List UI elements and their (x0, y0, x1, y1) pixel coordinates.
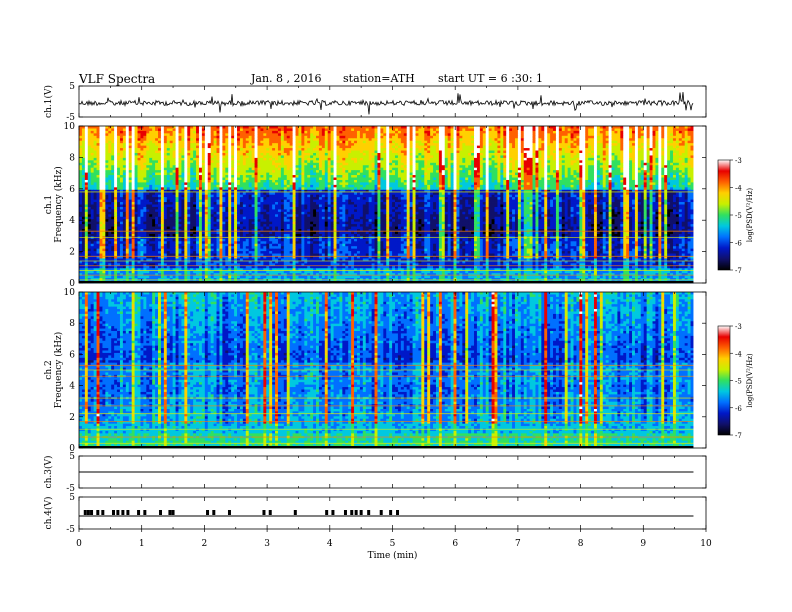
ch4-pulse-3 (96, 510, 99, 515)
ch4-pulse-23 (350, 510, 353, 515)
ch4-pulse-10 (143, 510, 146, 515)
ch2-spectrogram-colorbar-tick-2: -5 (735, 378, 742, 386)
ch4-pulse-14 (206, 510, 209, 515)
ch4-waveform-ytick-1: -5 (66, 525, 75, 535)
ch4-pulse-22 (344, 510, 347, 515)
ch2-spectrogram-ytick-5: 10 (64, 288, 76, 298)
start-time-label: start UT = 6 :30: 1 (438, 72, 543, 85)
ch4-pulse-15 (212, 510, 215, 515)
x-tick-label-8: 8 (578, 539, 584, 549)
ch4-pulse-12 (168, 510, 171, 515)
ch4-pulse-18 (269, 510, 272, 515)
x-axis-label: Time (min) (368, 550, 418, 561)
ch4-pulse-21 (331, 510, 334, 515)
x-tick-label-0: 0 (76, 539, 82, 549)
x-tick-label-10: 10 (700, 539, 712, 549)
ch2-spectrogram-ylabel: Frequency (kHz) (53, 332, 64, 409)
ch4-pulse-8 (126, 510, 129, 515)
ch4-pulse-9 (137, 510, 140, 515)
ch1-spectrogram-cells (79, 126, 706, 283)
ch2-spectrogram-ytick-2: 4 (69, 382, 75, 392)
chart-title: VLF Spectra (79, 72, 155, 86)
ch4-pulse-16 (228, 510, 231, 515)
ch1-spectrogram-ytick-3: 6 (69, 185, 75, 195)
station-label: station=ATH (343, 72, 415, 85)
x-tick-label-7: 7 (515, 539, 521, 549)
ch1-spectrogram-colorbar-tick-4: -7 (735, 267, 742, 275)
x-tick-label-5: 5 (390, 539, 396, 549)
ch1-waveform-ylabel: ch.1(V) (43, 85, 54, 118)
ch2-spectrogram-ytick-4: 8 (69, 319, 75, 329)
ch4-pulse-5 (112, 510, 115, 515)
ch1-spectrogram-ytick-2: 4 (69, 216, 75, 226)
ch2-spectrogram-colorbar-tick-4: -7 (735, 432, 742, 440)
ch4-pulse-0 (84, 510, 87, 515)
x-tick-label-1: 1 (139, 539, 145, 549)
vlf-spectra-figure: 5-5ch.1(V)0246810ch.1 Frequency (kHz)-3-4… (0, 0, 792, 612)
ch4-pulse-1 (87, 510, 90, 515)
ch1-spectrogram-colorbar-tick-3: -6 (735, 240, 742, 248)
ch4-pulse-11 (159, 510, 162, 515)
ch2-spectrogram-ytick-1: 2 (69, 413, 75, 423)
ch1-spectrogram-ylabel: Frequency (kHz) (53, 166, 64, 243)
ch4-pulse-2 (90, 510, 93, 515)
ch4-pulse-26 (367, 510, 370, 515)
ch4-pulse-19 (294, 510, 297, 515)
ch1-spectrogram-channel-label: ch.1 (44, 195, 54, 214)
ch4-pulse-25 (360, 510, 363, 515)
ch1-spectrogram-colorbar (718, 160, 730, 270)
ch4-pulse-20 (325, 510, 328, 515)
x-tick-label-9: 9 (640, 539, 646, 549)
ch1-spectrogram-ytick-5: 10 (64, 122, 76, 132)
ch2-spectrogram-ytick-3: 6 (69, 350, 75, 360)
ch4-pulse-6 (116, 510, 119, 515)
ch2-spectrogram-cells (79, 292, 706, 448)
ch4-waveform-ylabel: ch.4(V) (43, 497, 54, 530)
ch3-waveform-ytick-0: 5 (69, 452, 75, 462)
x-tick-label-2: 2 (202, 539, 208, 549)
ch1-waveform-ytick-0: 5 (69, 82, 75, 92)
ch2-spectrogram-colorbar-tick-3: -6 (735, 405, 742, 413)
ch1-spectrogram-ytick-1: 2 (69, 248, 75, 258)
ch1-spectrogram-colorbar-tick-0: -3 (735, 157, 742, 165)
ch2-spectrogram-colorbar (718, 326, 730, 435)
ch4-pulse-29 (396, 510, 399, 515)
ch2-spectrogram-colorbar-label: log(PSD(V²/Hz) (746, 353, 754, 408)
ch1-spectrogram-ytick-4: 8 (69, 153, 75, 163)
ch4-waveform-ytick-0: 5 (69, 493, 75, 503)
ch1-spectrogram-colorbar-tick-2: -5 (735, 212, 742, 220)
ch4-pulse-28 (389, 510, 392, 515)
ch4-pulse-27 (380, 510, 383, 515)
x-tick-label-4: 4 (327, 539, 333, 549)
ch1-waveform-line (79, 92, 693, 114)
ch2-spectrogram-colorbar-tick-0: -3 (735, 323, 742, 331)
ch4-pulse-4 (101, 510, 104, 515)
ch4-pulse-17 (262, 510, 265, 515)
ch1-spectrogram-colorbar-tick-1: -4 (735, 185, 742, 193)
ch4-pulse-7 (121, 510, 124, 515)
ch2-spectrogram-channel-label: ch.2 (44, 360, 54, 379)
ch4-pulse-13 (172, 510, 175, 515)
x-tick-label-3: 3 (264, 539, 270, 549)
ch4-pulse-24 (355, 510, 358, 515)
ch1-spectrogram-colorbar-label: log(PSD(V²/Hz) (746, 188, 754, 243)
date-label: Jan. 8 , 2016 (251, 72, 322, 85)
ch3-waveform-ylabel: ch.3(V) (43, 456, 54, 489)
ch2-spectrogram-colorbar-tick-1: -4 (735, 350, 742, 358)
x-tick-label-6: 6 (452, 539, 458, 549)
